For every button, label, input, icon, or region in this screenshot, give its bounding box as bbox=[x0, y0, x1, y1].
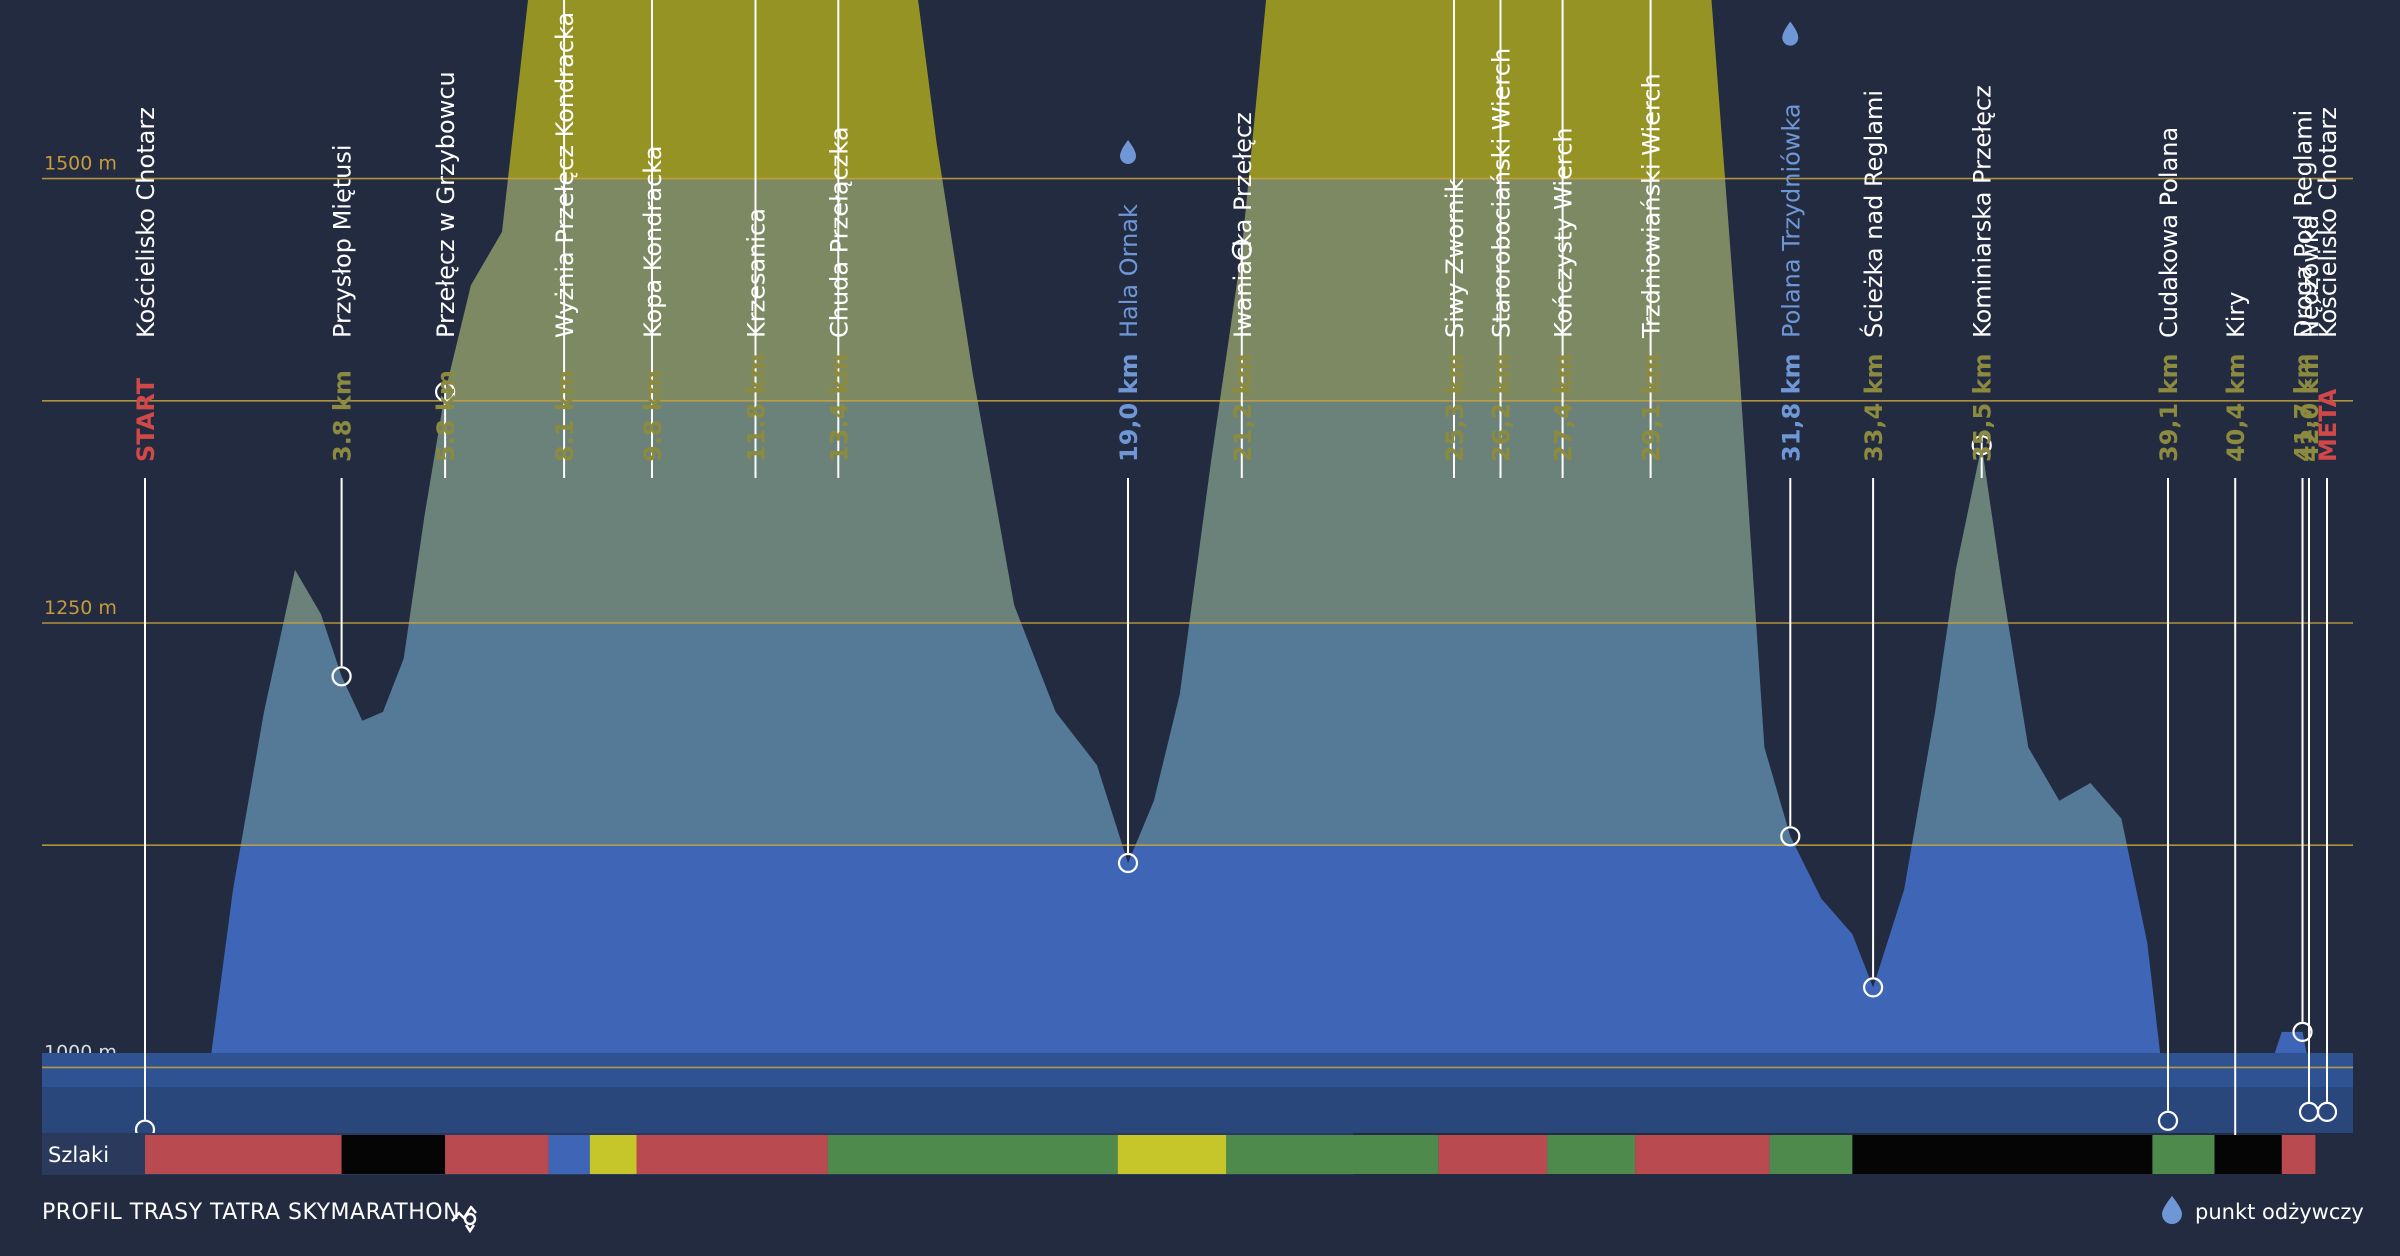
waypoint-marker bbox=[2157, 1110, 2179, 1131]
waypoint-name: Starorobociański Wierch bbox=[1488, 48, 1516, 338]
waypoint-distance: 25,3 km bbox=[1441, 353, 1469, 462]
trail-segment bbox=[636, 1135, 828, 1174]
base-band bbox=[42, 1053, 2353, 1133]
waypoint-name: Trzdniowiański Wierch bbox=[1638, 73, 1666, 339]
waypoint-marker bbox=[1971, 435, 1992, 456]
waypoint-name: Kominiarska Przełęcz bbox=[1969, 85, 1997, 338]
base-band-lower bbox=[42, 1087, 2353, 1133]
waypoint-name: Kościelisko Chotarz bbox=[2314, 107, 2342, 338]
waypoint-distance: START bbox=[132, 377, 160, 462]
waypoint-distance: 11.8 km bbox=[743, 353, 771, 462]
waypoint-name: Siwy Zwornik bbox=[1441, 179, 1469, 338]
waypoint-distance: 41,7 km bbox=[2290, 353, 2318, 462]
waypoint-distance: 3.8 km bbox=[329, 370, 357, 462]
waypoint-name: Cudakowa Polana bbox=[2155, 127, 2183, 338]
waypoint-marker bbox=[2292, 1021, 2313, 1043]
route-logo-icon bbox=[451, 1205, 477, 1234]
waypoint-marker bbox=[435, 381, 456, 402]
waypoint-distance: 21,2 km bbox=[1229, 353, 1257, 462]
waypoint-distance: 8.1 km bbox=[551, 370, 579, 462]
water-drop-icon bbox=[1120, 140, 1137, 164]
waypoint-marker bbox=[1117, 852, 1139, 874]
trail-segment bbox=[1226, 1135, 1439, 1174]
water-drop-icon bbox=[1782, 21, 1799, 46]
waypoint-marker bbox=[1231, 239, 1252, 260]
waypoint-distance: 5.8 km bbox=[432, 370, 460, 462]
trail-segment bbox=[445, 1135, 549, 1174]
waypoint-distance: 39,1 km bbox=[2155, 353, 2183, 462]
waypoint-name: Chuda Przełączka bbox=[825, 126, 853, 338]
waypoint-name: Kiry bbox=[2222, 292, 2250, 338]
waypoint-name: Przysłop Miętusi bbox=[329, 144, 357, 338]
waypoint-distance: 35,5 km bbox=[1969, 353, 1997, 462]
trail-segment bbox=[1438, 1135, 1548, 1174]
waypoint-name: Kościelisko Chotarz bbox=[132, 107, 160, 338]
base-band-upper bbox=[42, 1053, 2353, 1087]
chart-title: PROFIL TRASY TATRA SKYMARATHON bbox=[42, 1200, 460, 1225]
legend-label: punkt odżywczy bbox=[2195, 1200, 2364, 1224]
waypoint-name: Przełęcz w Grzybowcu bbox=[432, 71, 460, 338]
waypoint-leaders bbox=[144, 0, 2328, 1147]
trail-segment bbox=[2152, 1135, 2215, 1174]
trail-strip-label: Szlaki bbox=[48, 1143, 109, 1167]
trail-segment bbox=[2281, 1135, 2316, 1174]
waypoint-marker bbox=[1862, 977, 1884, 998]
waypoint-name: Droga Pod Reglami bbox=[2290, 110, 2318, 338]
trail-segment bbox=[548, 1135, 590, 1174]
trail-segment bbox=[1852, 1135, 2153, 1174]
waypoint-distance: 9.8 km bbox=[639, 370, 667, 462]
y-tick-label: 1500 m bbox=[44, 153, 117, 175]
waypoint-labels: START Kościelisko Chotarz 3.8 km Przysłop M… bbox=[132, 12, 2342, 462]
trail-segment bbox=[827, 1135, 1118, 1174]
waypoint-distance: 42,0 km bbox=[2296, 353, 2324, 462]
trail-strip: Szlaki bbox=[42, 1133, 2316, 1175]
waypoint-distance: 40,4 km bbox=[2222, 353, 2250, 462]
trail-segment bbox=[1547, 1135, 1636, 1174]
trail-segment bbox=[1117, 1135, 1227, 1174]
waypoint-name: Kończysty Wierch bbox=[1550, 127, 1578, 338]
waypoint-distance: 26,2 km bbox=[1488, 353, 1516, 462]
waypoint-distance: 19,0 km bbox=[1115, 353, 1143, 462]
trail-segment bbox=[1635, 1135, 1770, 1174]
trail-segment bbox=[1769, 1135, 1853, 1174]
waypoint-marker bbox=[1780, 826, 1801, 847]
footer: PROFIL TRASY TATRA SKYMARATHON punkt odż… bbox=[42, 1196, 2364, 1234]
y-tick-label: 1250 m bbox=[44, 597, 117, 619]
trail-segment bbox=[341, 1135, 446, 1174]
waypoint-name: Kopa Kondracka bbox=[639, 146, 667, 338]
waypoint-distance: 33,4 km bbox=[1860, 353, 1888, 462]
waypoint-name: Polana Trzydniówka bbox=[1777, 103, 1805, 338]
waypoint-distance: 29,1 km bbox=[1638, 353, 1666, 462]
waypoint-name: Krzesanica bbox=[743, 208, 771, 338]
waypoint-distance: 31,8 km bbox=[1777, 353, 1805, 462]
waypoint-name: Iwaniacka Przełęcz bbox=[1229, 112, 1257, 338]
waypoint-name: Ścieżka nad Reglami bbox=[1858, 90, 1888, 338]
trail-segment bbox=[145, 1135, 342, 1174]
waypoint-distance: META bbox=[2314, 388, 2342, 462]
waypoint-marker bbox=[331, 666, 352, 687]
trail-segment bbox=[589, 1135, 637, 1174]
elevation-band bbox=[42, 845, 2353, 1068]
waypoint-name: Nędzówka bbox=[2296, 215, 2324, 338]
waypoint-marker bbox=[2316, 1101, 2338, 1123]
elevation-band bbox=[42, 623, 2353, 846]
trail-segment bbox=[2214, 1135, 2282, 1174]
waypoint-distance: 27,4 km bbox=[1550, 353, 1578, 462]
waypoint-distance: 13.4 km bbox=[825, 353, 853, 462]
water-drop-icon bbox=[2162, 1196, 2182, 1224]
waypoint-name: Wyżnia Przełęcz Kondracka bbox=[551, 12, 579, 338]
gridlines-overlay bbox=[42, 177, 2353, 1069]
waypoint-name: Hala Ornak bbox=[1115, 204, 1143, 338]
